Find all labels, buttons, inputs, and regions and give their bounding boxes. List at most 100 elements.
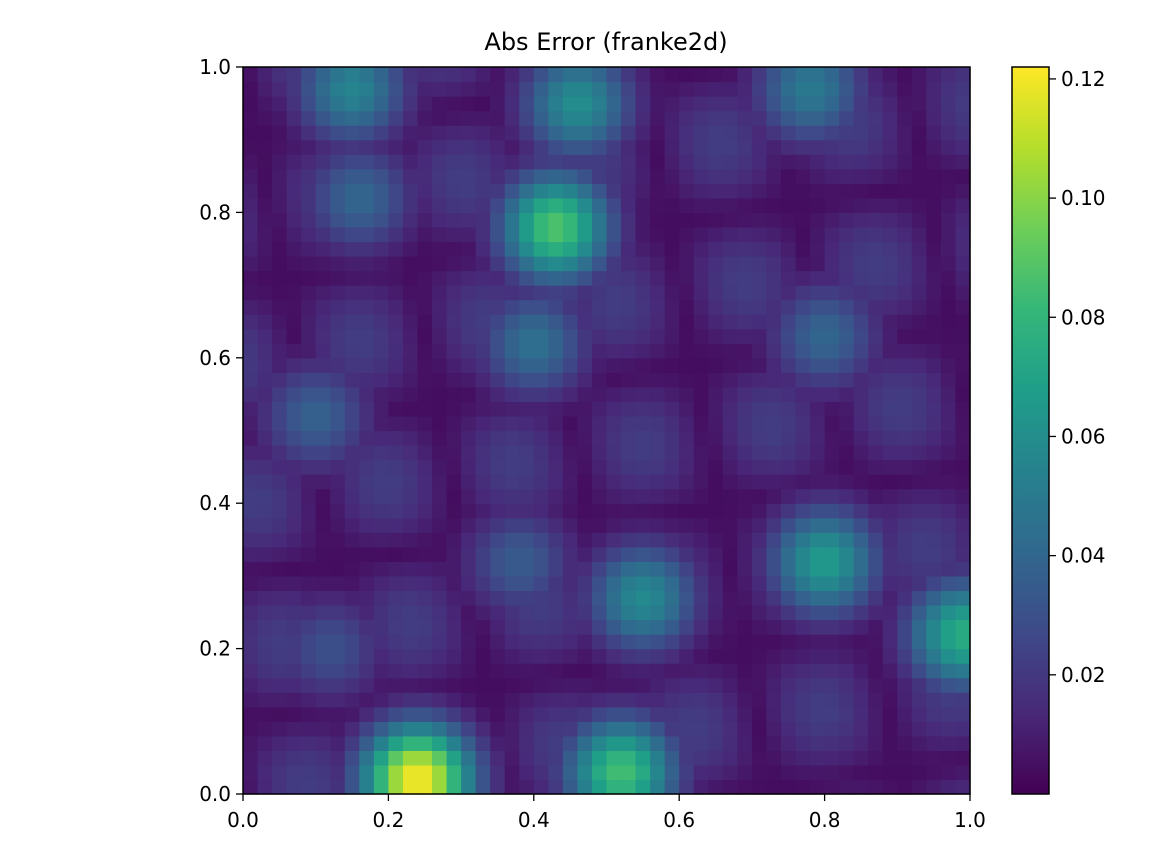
- heatmap-cell: [490, 619, 506, 635]
- heatmap-cell: [722, 619, 738, 635]
- heatmap-cell: [359, 81, 375, 97]
- heatmap-cell: [475, 488, 491, 504]
- heatmap-cell: [504, 96, 520, 112]
- heatmap-cell: [402, 168, 419, 184]
- heatmap-cell: [359, 183, 375, 199]
- heatmap-cell: [940, 415, 957, 432]
- heatmap-cell: [810, 212, 826, 228]
- heatmap-cell: [955, 648, 971, 664]
- heatmap-cell: [824, 299, 840, 315]
- heatmap-cell: [330, 663, 346, 679]
- heatmap-cell: [897, 488, 913, 504]
- heatmap-cell: [417, 401, 433, 417]
- heatmap-cell: [955, 256, 971, 272]
- heatmap-cell: [737, 386, 753, 403]
- heatmap-cell: [824, 183, 840, 199]
- heatmap-cell: [272, 604, 288, 621]
- heatmap-cell: [751, 604, 768, 621]
- heatmap-cell: [882, 154, 898, 170]
- heatmap-cell: [272, 314, 288, 330]
- heatmap-cell: [330, 619, 346, 635]
- heatmap-cell: [897, 110, 913, 126]
- heatmap-cell: [591, 619, 608, 635]
- heatmap-cell: [868, 488, 884, 504]
- heatmap-cell: [853, 764, 869, 781]
- heatmap-cell: [795, 212, 811, 228]
- heatmap-cell: [286, 619, 302, 635]
- heatmap-cell: [446, 590, 462, 606]
- heatmap-cell: [344, 386, 360, 403]
- heatmap-cell: [635, 139, 651, 155]
- heatmap-cell: [388, 343, 404, 359]
- heatmap-cell: [446, 575, 462, 592]
- heatmap-cell: [373, 67, 389, 83]
- heatmap-cell: [810, 285, 826, 301]
- y-axis-tick-label: 1.0: [199, 55, 231, 79]
- heatmap-cell: [940, 474, 957, 490]
- heatmap-cell: [926, 386, 942, 403]
- heatmap-cell: [432, 604, 448, 621]
- heatmap-cell: [679, 604, 695, 621]
- heatmap-cell: [330, 401, 346, 417]
- heatmap-cell: [940, 604, 957, 621]
- heatmap-cell: [650, 604, 666, 621]
- heatmap-cell: [301, 677, 317, 693]
- heatmap-cell: [722, 386, 738, 403]
- heatmap-cell: [446, 779, 462, 795]
- heatmap-cell: [621, 634, 637, 650]
- heatmap-cell: [882, 430, 898, 446]
- heatmap-cell: [257, 154, 273, 170]
- heatmap-cell: [693, 517, 709, 533]
- heatmap-cell: [562, 256, 579, 272]
- heatmap-cell: [359, 706, 375, 722]
- heatmap-cell: [897, 532, 913, 548]
- heatmap-cell: [432, 692, 448, 708]
- heatmap-cell: [562, 299, 579, 315]
- heatmap-cell: [402, 634, 419, 650]
- heatmap-cell: [722, 81, 738, 97]
- heatmap-cell: [475, 779, 491, 795]
- heatmap-cell: [257, 634, 273, 650]
- heatmap-cell: [621, 270, 637, 286]
- heatmap-cell: [897, 648, 913, 664]
- heatmap-cell: [679, 474, 695, 490]
- heatmap-cell: [257, 677, 273, 693]
- heatmap-cell: [708, 81, 724, 97]
- heatmap-cell: [315, 67, 331, 83]
- heatmap-cell: [766, 430, 782, 446]
- heatmap-cell: [257, 779, 273, 795]
- heatmap-cell: [693, 401, 709, 417]
- heatmap-cell: [722, 488, 738, 504]
- heatmap-cell: [330, 430, 346, 446]
- heatmap-cell: [388, 619, 404, 635]
- heatmap-cell: [373, 212, 389, 228]
- heatmap-cell: [897, 634, 913, 650]
- heatmap-cell: [388, 372, 404, 388]
- heatmap-cell: [373, 285, 389, 301]
- heatmap-cell: [272, 721, 288, 737]
- heatmap-cell: [722, 212, 738, 228]
- heatmap-cell: [897, 721, 913, 737]
- heatmap-cell: [519, 532, 535, 548]
- heatmap-cell: [868, 430, 884, 446]
- heatmap-cell: [446, 750, 462, 766]
- heatmap-cell: [461, 430, 477, 446]
- heatmap-cell: [359, 677, 375, 693]
- heatmap-cell: [402, 212, 419, 228]
- heatmap-cell: [272, 474, 288, 490]
- heatmap-cell: [533, 430, 549, 446]
- heatmap-cell: [693, 96, 709, 112]
- heatmap-cell: [737, 372, 753, 388]
- heatmap-cell: [708, 677, 724, 693]
- heatmap-cell: [911, 343, 927, 359]
- heatmap-cell: [591, 721, 608, 737]
- heatmap-cell: [606, 343, 622, 359]
- heatmap-cell: [243, 212, 259, 228]
- heatmap-cell: [533, 183, 549, 199]
- heatmap-cell: [650, 415, 666, 432]
- heatmap-cell: [693, 677, 709, 693]
- heatmap-cell: [591, 779, 608, 795]
- heatmap-cell: [621, 168, 637, 184]
- heatmap-cell: [388, 663, 404, 679]
- heatmap-cell: [766, 270, 782, 286]
